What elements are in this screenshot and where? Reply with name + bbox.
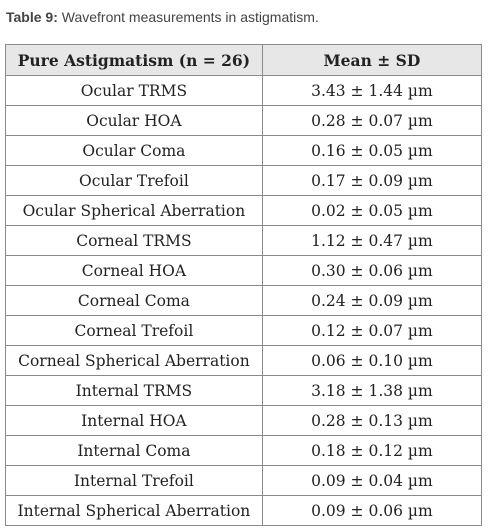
- row-label: Ocular Coma: [5, 135, 263, 166]
- row-label: Corneal Coma: [5, 285, 263, 316]
- row-value: 0.24 ± 0.09 µm: [261, 285, 483, 316]
- table-row: Corneal HOA 0.30 ± 0.06 µm: [5, 255, 483, 286]
- row-label: Ocular TRMS: [5, 75, 263, 106]
- table-row: Ocular Spherical Aberration 0.02 ± 0.05 …: [5, 195, 483, 226]
- row-label: Ocular Spherical Aberration: [5, 195, 263, 226]
- row-value: 0.02 ± 0.05 µm: [261, 195, 483, 226]
- row-value: 0.16 ± 0.05 µm: [261, 135, 483, 166]
- caption-label: Table 9:: [6, 9, 58, 25]
- row-label: Internal Coma: [5, 435, 263, 466]
- row-label: Internal Spherical Aberration: [5, 495, 263, 526]
- row-value: 0.18 ± 0.12 µm: [261, 435, 483, 466]
- table-row: Corneal TRMS 1.12 ± 0.47 µm: [5, 225, 483, 256]
- table-row: Internal Coma 0.18 ± 0.12 µm: [5, 435, 483, 466]
- row-value: 0.30 ± 0.06 µm: [261, 255, 483, 286]
- row-label: Internal Trefoil: [5, 465, 263, 496]
- row-label: Internal HOA: [5, 405, 263, 436]
- caption-text: Wavefront measurements in astigmatism.: [61, 9, 319, 25]
- table-row: Ocular HOA 0.28 ± 0.07 µm: [5, 105, 483, 136]
- table-row: Internal Trefoil 0.09 ± 0.04 µm: [5, 465, 483, 496]
- table-row: Corneal Coma 0.24 ± 0.09 µm: [5, 285, 483, 316]
- row-label: Ocular Trefoil: [5, 165, 263, 196]
- table-row: Internal Spherical Aberration 0.09 ± 0.0…: [5, 495, 483, 526]
- row-value: 0.09 ± 0.06 µm: [261, 495, 483, 526]
- row-value: 0.28 ± 0.07 µm: [261, 105, 483, 136]
- row-label: Internal TRMS: [5, 375, 263, 406]
- row-value: 1.12 ± 0.47 µm: [261, 225, 483, 256]
- row-value: 0.06 ± 0.10 µm: [261, 345, 483, 376]
- row-value: 3.18 ± 1.38 µm: [261, 375, 483, 406]
- wavefront-table: Pure Astigmatism (n = 26) Mean ± SD Ocul…: [5, 44, 483, 526]
- row-label: Ocular HOA: [5, 105, 263, 136]
- row-label: Corneal HOA: [5, 255, 263, 286]
- row-label: Corneal TRMS: [5, 225, 263, 256]
- table-row: Internal TRMS 3.18 ± 1.38 µm: [5, 375, 483, 406]
- table-header-row: Pure Astigmatism (n = 26) Mean ± SD: [5, 44, 483, 76]
- table-row: Internal HOA 0.28 ± 0.13 µm: [5, 405, 483, 436]
- row-label: Corneal Spherical Aberration: [5, 345, 263, 376]
- header-group: Pure Astigmatism (n = 26): [5, 44, 263, 76]
- table-row: Ocular Trefoil 0.17 ± 0.09 µm: [5, 165, 483, 196]
- table-row: Ocular TRMS 3.43 ± 1.44 µm: [5, 75, 483, 106]
- header-mean-sd: Mean ± SD: [261, 44, 483, 76]
- row-value: 3.43 ± 1.44 µm: [261, 75, 483, 106]
- table-row: Corneal Trefoil 0.12 ± 0.07 µm: [5, 315, 483, 346]
- table-row: Ocular Coma 0.16 ± 0.05 µm: [5, 135, 483, 166]
- row-label: Corneal Trefoil: [5, 315, 263, 346]
- row-value: 0.09 ± 0.04 µm: [261, 465, 483, 496]
- table-row: Corneal Spherical Aberration 0.06 ± 0.10…: [5, 345, 483, 376]
- table-caption: Table 9: Wavefront measurements in astig…: [6, 9, 319, 25]
- row-value: 0.12 ± 0.07 µm: [261, 315, 483, 346]
- row-value: 0.17 ± 0.09 µm: [261, 165, 483, 196]
- row-value: 0.28 ± 0.13 µm: [261, 405, 483, 436]
